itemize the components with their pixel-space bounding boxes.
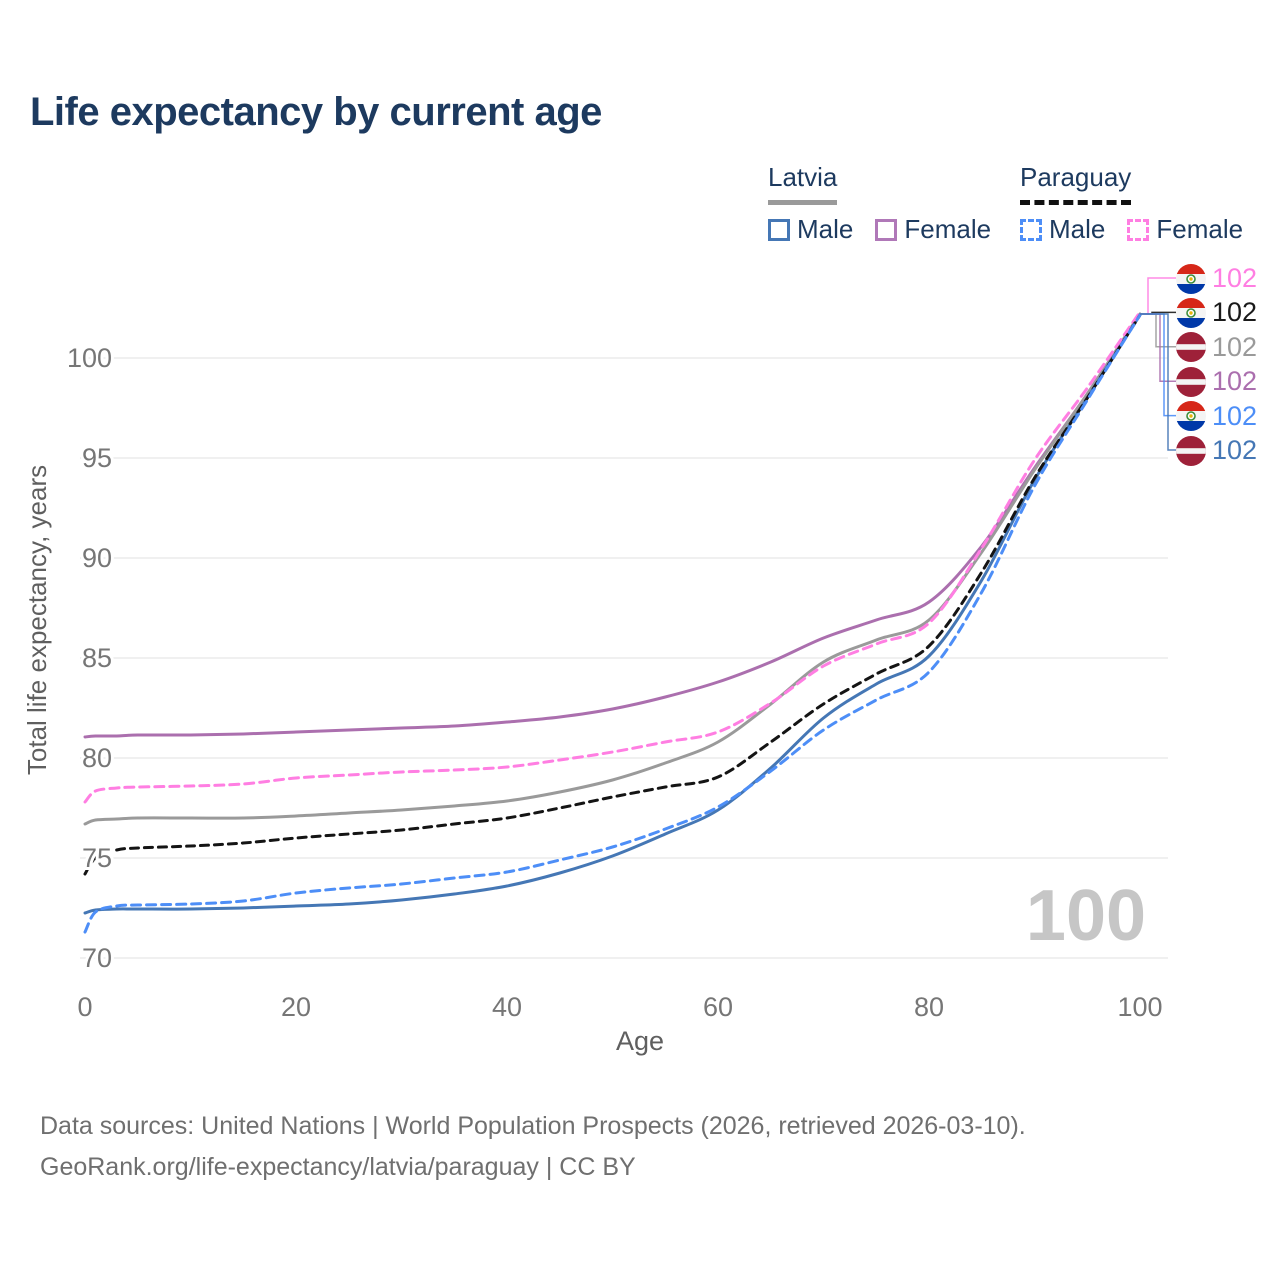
paraguay-female-swatch-icon [1127, 218, 1150, 241]
connector-paraguay-female [1140, 277, 1176, 315]
end-label-latvia: 102 [1176, 332, 1257, 363]
connector-latvia [1140, 313, 1176, 348]
footer: Data sources: United Nations | World Pop… [40, 1106, 1026, 1188]
y-tick-85: 85 [82, 643, 112, 673]
page-title: Life expectancy by current age [30, 90, 602, 134]
footer-attribution: GeoRank.org/life-expectancy/latvia/parag… [40, 1153, 636, 1181]
end-value: 102 [1212, 435, 1258, 465]
line-paraguay [83, 313, 1142, 876]
footer-data-sources: Data sources: United Nations | World Pop… [40, 1112, 1026, 1140]
y-tick-100: 100 [67, 343, 112, 373]
legend-title-paraguay: Paraguay [1020, 162, 1132, 205]
connector-paraguay-male [1140, 313, 1176, 417]
legend-group-paraguay: Paraguay Male Female [1020, 162, 1265, 245]
line-latvia-female [83, 312, 1142, 739]
x-axis-tick-labels: 0 20 40 60 80 100 [77, 992, 1162, 1022]
paraguay-flag-icon [1176, 297, 1206, 328]
legend-label-latvia-female: Female [904, 214, 992, 244]
end-value: 102 [1212, 400, 1258, 431]
y-tick-90: 90 [82, 543, 112, 573]
x-tick-100: 100 [1117, 992, 1162, 1022]
x-tick-80: 80 [914, 992, 944, 1022]
connector-latvia-female [1140, 313, 1176, 382]
legend-item-paraguay-male[interactable]: Male [1020, 214, 1105, 245]
latvia-flag-icon [1176, 435, 1206, 466]
gridlines [80, 357, 1168, 959]
y-axis-tick-labels: 70 75 80 85 90 95 100 [64, 340, 115, 976]
x-tick-20: 20 [281, 992, 311, 1022]
latvia-flag-icon [1176, 366, 1206, 397]
end-value: 102 [1212, 297, 1258, 328]
y-tick-75: 75 [82, 843, 112, 873]
y-tick-70: 70 [82, 943, 112, 973]
latvia-male-swatch-icon [768, 218, 790, 241]
legend-item-paraguay-female[interactable]: Female [1127, 214, 1243, 245]
end-label-latvia-male: 102 [1176, 435, 1257, 466]
data-lines [83, 310, 1142, 934]
line-latvia [83, 312, 1142, 826]
x-tick-0: 0 [77, 992, 92, 1022]
legend-label-latvia-male: Male [797, 214, 854, 244]
end-value: 102 [1212, 366, 1258, 397]
legend-label-paraguay-male: Male [1049, 214, 1106, 244]
y-axis-title: Total life expectancy, years [22, 465, 52, 775]
line-paraguay-female [83, 310, 1142, 804]
label-connector-lines [1140, 277, 1176, 451]
latvia-female-swatch-icon [875, 218, 898, 241]
y-tick-95: 95 [82, 443, 112, 473]
end-label-paraguay: 102 [1176, 297, 1257, 328]
paraguay-flag-icon [1176, 263, 1206, 294]
end-label-paraguay-male: 102 [1176, 401, 1257, 432]
age-counter-watermark: 100 [1026, 876, 1146, 956]
x-tick-60: 60 [703, 992, 733, 1022]
legend-item-latvia-male[interactable]: Male [768, 214, 853, 245]
legend-title-latvia: Latvia [768, 162, 838, 205]
latvia-flag-icon [1176, 332, 1206, 363]
y-tick-80: 80 [82, 743, 112, 773]
x-tick-40: 40 [492, 992, 522, 1022]
legend-label-paraguay-female: Female [1156, 214, 1244, 244]
paraguay-flag-icon [1176, 401, 1206, 432]
line-paraguay-male [83, 313, 1142, 934]
line-latvia-male [83, 313, 1142, 915]
connector-latvia-male [1140, 313, 1176, 451]
x-axis-title: Age [616, 1026, 664, 1056]
legend-group-latvia: Latvia Male Female [768, 162, 1013, 245]
end-label-paraguay-female: 102 [1176, 263, 1257, 294]
end-label-latvia-female: 102 [1176, 366, 1257, 397]
paraguay-male-swatch-icon [1020, 218, 1042, 241]
legend-item-latvia-female[interactable]: Female [875, 214, 991, 245]
end-value: 102 [1212, 331, 1258, 362]
end-value: 102 [1212, 263, 1258, 293]
